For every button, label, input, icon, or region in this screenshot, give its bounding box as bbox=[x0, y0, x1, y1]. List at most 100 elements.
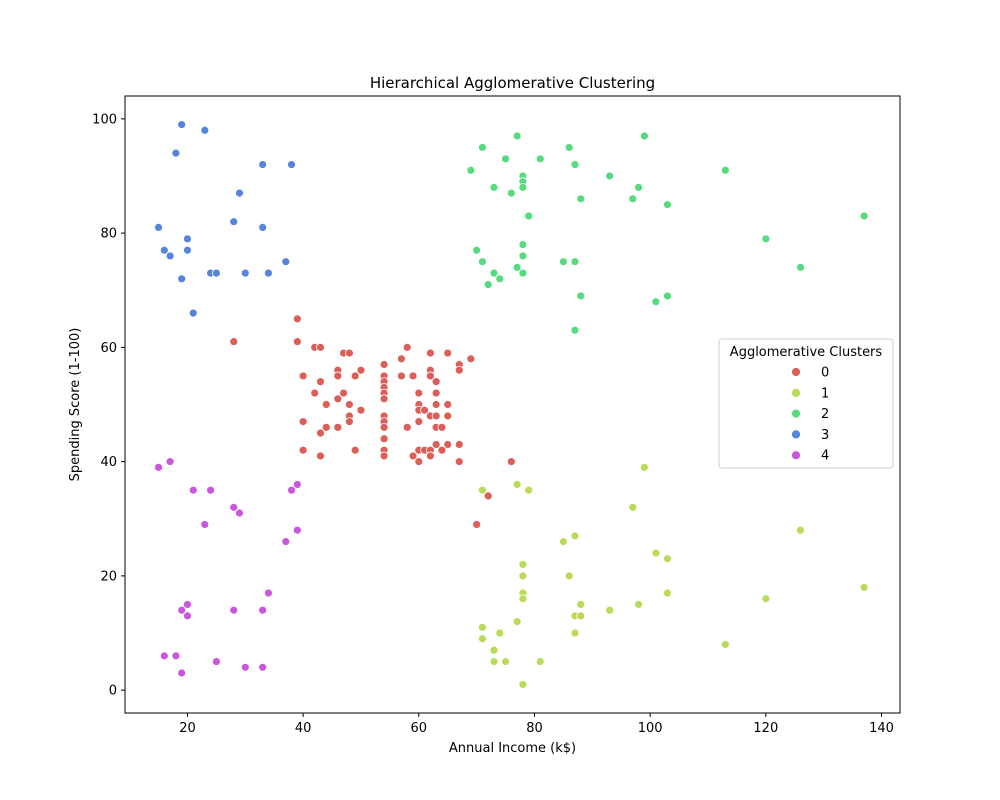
x-tick-label: 100 bbox=[638, 721, 663, 736]
legend: Agglomerative Clusters 0 1 2 3 4 bbox=[718, 338, 894, 469]
data-point-cluster-0 bbox=[356, 405, 366, 415]
legend-marker-cluster-1 bbox=[791, 387, 801, 398]
data-point-cluster-1 bbox=[796, 525, 805, 535]
data-point-cluster-0 bbox=[483, 491, 493, 501]
data-point-cluster-1 bbox=[663, 554, 672, 564]
data-point-cluster-0 bbox=[443, 348, 453, 358]
data-point-cluster-0 bbox=[229, 337, 239, 347]
data-point-cluster-0 bbox=[414, 417, 424, 427]
data-point-cluster-0 bbox=[350, 371, 360, 381]
data-point-cluster-1 bbox=[518, 560, 528, 569]
data-point-cluster-2 bbox=[663, 291, 672, 301]
data-point-cluster-2 bbox=[605, 171, 615, 181]
legend-label-cluster-4: 4 bbox=[821, 449, 829, 464]
data-point-cluster-1 bbox=[489, 657, 499, 666]
y-tick-label: 0 bbox=[109, 684, 117, 699]
data-point-cluster-0 bbox=[339, 388, 349, 398]
data-point-cluster-3 bbox=[258, 222, 268, 232]
data-point-cluster-0 bbox=[443, 400, 453, 409]
data-point-cluster-2 bbox=[512, 262, 522, 272]
x-tick-label: 60 bbox=[411, 721, 428, 736]
data-point-cluster-2 bbox=[663, 200, 672, 209]
data-point-cluster-0 bbox=[443, 411, 453, 421]
data-point-cluster-2 bbox=[628, 194, 638, 204]
data-point-cluster-2 bbox=[506, 188, 516, 198]
data-point-cluster-1 bbox=[605, 605, 615, 615]
data-point-cluster-3 bbox=[229, 217, 239, 227]
data-point-cluster-3 bbox=[258, 160, 268, 169]
data-point-cluster-0 bbox=[298, 445, 308, 455]
data-point-cluster-0 bbox=[379, 434, 389, 444]
data-point-cluster-0 bbox=[321, 400, 331, 409]
data-point-cluster-1 bbox=[501, 657, 510, 666]
data-point-cluster-1 bbox=[518, 594, 528, 604]
data-point-cluster-2 bbox=[518, 183, 528, 192]
data-point-cluster-1 bbox=[512, 617, 522, 626]
data-point-cluster-2 bbox=[518, 240, 528, 249]
data-point-cluster-1 bbox=[576, 611, 586, 621]
data-point-cluster-1 bbox=[495, 628, 505, 638]
legend-marker-cluster-0 bbox=[791, 367, 801, 377]
data-point-cluster-2 bbox=[483, 280, 493, 289]
legend-label-cluster-2: 2 bbox=[821, 407, 829, 422]
points-layer bbox=[154, 120, 869, 689]
data-point-cluster-0 bbox=[298, 371, 308, 381]
legend-label-cluster-0: 0 bbox=[821, 366, 829, 381]
data-point-cluster-0 bbox=[431, 400, 441, 409]
data-point-cluster-0 bbox=[333, 394, 343, 404]
data-point-cluster-1 bbox=[639, 462, 649, 472]
data-point-cluster-0 bbox=[408, 371, 418, 381]
data-point-cluster-0 bbox=[298, 417, 308, 427]
legend-box bbox=[718, 338, 894, 469]
data-point-cluster-0 bbox=[397, 371, 406, 381]
data-point-cluster-4 bbox=[240, 662, 250, 672]
data-point-cluster-0 bbox=[379, 451, 389, 461]
x-axis-label: Annual Income (k$) bbox=[449, 741, 576, 756]
data-point-cluster-3 bbox=[240, 268, 250, 278]
legend-label-cluster-3: 3 bbox=[821, 428, 829, 443]
data-point-cluster-2 bbox=[761, 234, 771, 244]
data-point-cluster-0 bbox=[344, 400, 354, 409]
data-point-cluster-0 bbox=[466, 354, 476, 364]
data-point-cluster-3 bbox=[159, 245, 169, 255]
data-point-cluster-2 bbox=[720, 165, 730, 175]
data-point-cluster-0 bbox=[333, 422, 343, 432]
data-point-cluster-2 bbox=[518, 251, 528, 261]
data-point-cluster-0 bbox=[431, 411, 441, 421]
data-point-cluster-0 bbox=[316, 342, 325, 352]
data-point-cluster-1 bbox=[761, 594, 771, 604]
data-point-cluster-4 bbox=[177, 668, 187, 678]
data-point-cluster-0 bbox=[397, 354, 406, 364]
data-point-cluster-0 bbox=[506, 457, 516, 467]
data-point-cluster-0 bbox=[316, 377, 325, 387]
data-point-cluster-0 bbox=[414, 457, 424, 467]
data-point-cluster-0 bbox=[437, 445, 447, 455]
data-point-cluster-1 bbox=[651, 548, 661, 558]
data-point-cluster-2 bbox=[634, 183, 643, 192]
data-point-cluster-2 bbox=[489, 183, 499, 192]
y-tick-label: 80 bbox=[100, 227, 117, 242]
data-point-cluster-2 bbox=[859, 211, 869, 221]
data-point-cluster-0 bbox=[420, 405, 429, 415]
data-point-cluster-2 bbox=[524, 211, 534, 221]
data-point-cluster-1 bbox=[720, 640, 730, 649]
data-point-cluster-0 bbox=[431, 388, 441, 398]
data-point-cluster-0 bbox=[454, 440, 464, 449]
data-point-cluster-1 bbox=[859, 582, 869, 592]
data-point-cluster-0 bbox=[414, 388, 424, 398]
data-point-cluster-2 bbox=[478, 257, 487, 267]
x-tick-label: 80 bbox=[526, 721, 543, 736]
x-tick-label: 40 bbox=[295, 721, 312, 736]
data-point-cluster-4 bbox=[183, 600, 192, 609]
data-point-cluster-2 bbox=[639, 131, 649, 141]
data-point-cluster-2 bbox=[576, 291, 586, 301]
data-point-cluster-2 bbox=[489, 268, 499, 278]
data-point-cluster-1 bbox=[518, 571, 528, 581]
data-point-cluster-4 bbox=[264, 588, 273, 598]
data-point-cluster-0 bbox=[408, 451, 418, 461]
data-point-cluster-2 bbox=[472, 245, 482, 255]
data-point-cluster-0 bbox=[431, 440, 441, 449]
data-point-cluster-0 bbox=[402, 422, 412, 432]
data-point-cluster-2 bbox=[512, 131, 522, 141]
